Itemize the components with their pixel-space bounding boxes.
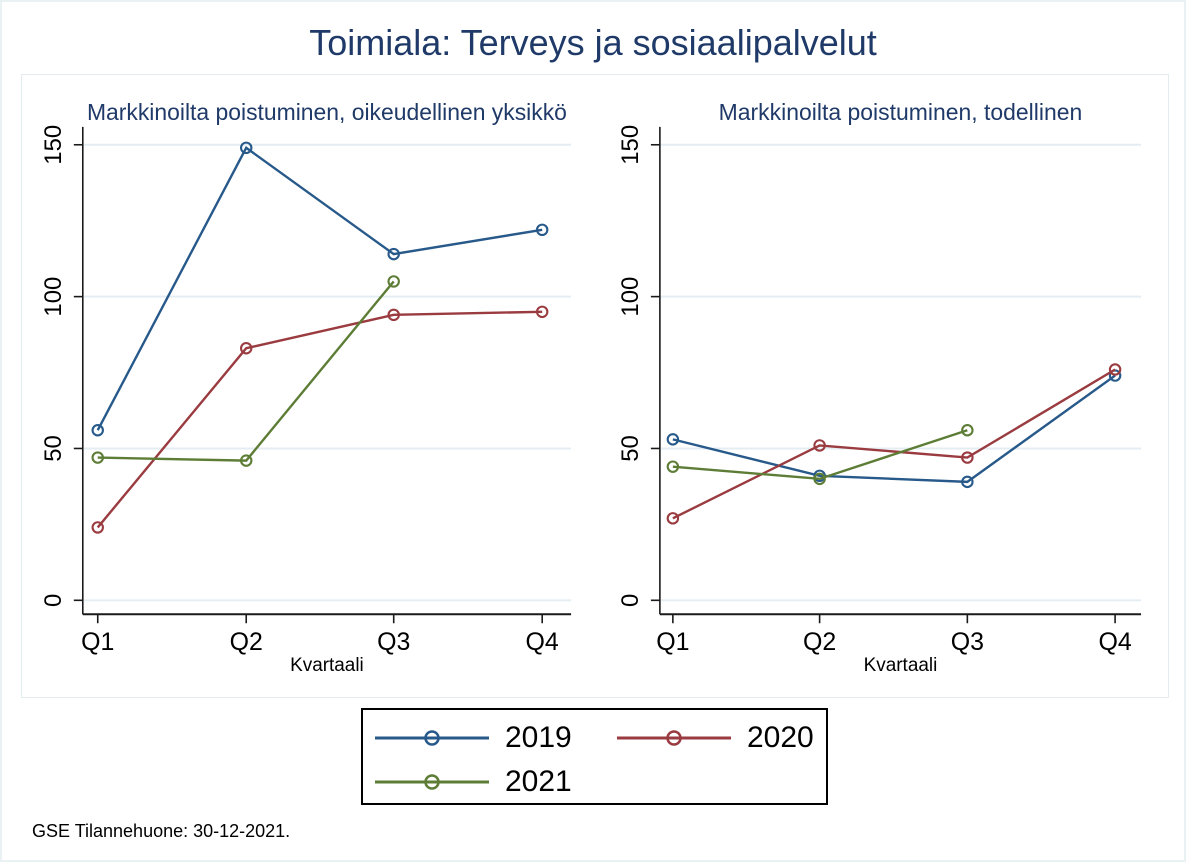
series-line-2021 xyxy=(672,429,968,481)
data-point-2021-Q1 xyxy=(666,460,680,473)
y-tick-label-0: 0 xyxy=(40,594,67,607)
legend-label: 2020 xyxy=(747,721,814,754)
legend-line-marker-sample xyxy=(375,774,489,790)
data-point-2020-Q1 xyxy=(666,512,680,525)
data-point-2020-Q2 xyxy=(813,439,826,452)
panel-title: Markkinoilta poistuminen, todellinen xyxy=(719,99,1083,125)
data-point-2020-Q4 xyxy=(1108,363,1122,376)
data-point-2020-Q2 xyxy=(239,342,253,355)
data-point-2019-Q2 xyxy=(239,141,253,155)
data-point-2021-Q2 xyxy=(239,454,253,467)
data-point-2021-Q1 xyxy=(91,451,104,464)
data-point-2019-Q1 xyxy=(666,433,680,446)
panel-left: 0 50 100 150 Q1 Q2 Q3 Q4 Kvartaali Markkinoilta p… xyxy=(21,74,597,698)
legend-item: 2019 xyxy=(375,723,617,753)
series-line-2020 xyxy=(96,310,543,529)
legend-box: 2019 2020 2021 xyxy=(361,708,828,805)
x-tick-label-Q3: Q3 xyxy=(377,628,410,656)
figure-title: Toimiala: Terveys ja sosiaalipalvelut xyxy=(309,22,877,63)
source-note: GSE Tilannehuone: 30-12-2021. xyxy=(32,821,291,841)
legend-item: 2020 xyxy=(617,723,826,753)
panel-right: 0 50 100 150 Q1 Q2 Q3 Q4 Kvartaali Markkinoilta p… xyxy=(596,74,1169,698)
data-point-2021-Q3 xyxy=(961,424,974,437)
data-point-2019-Q1 xyxy=(91,424,104,437)
legend-label: 2019 xyxy=(505,721,572,754)
y-tick-label-0: 0 xyxy=(617,594,644,607)
x-axis-title: Kvartaali xyxy=(290,655,364,676)
data-point-2019-Q3 xyxy=(387,247,400,261)
y-tick-label-100: 100 xyxy=(40,277,67,317)
y-tick-label-50: 50 xyxy=(40,435,67,462)
legend-line-marker-sample xyxy=(617,730,731,746)
data-point-2020-Q1 xyxy=(91,521,104,534)
x-axis-title: Kvartaali xyxy=(864,655,938,676)
x-tick-label-Q4: Q4 xyxy=(526,628,559,656)
series-line-2019 xyxy=(672,374,1116,484)
data-point-2019-Q4 xyxy=(535,223,549,237)
legend-line-marker-sample xyxy=(375,730,489,746)
data-point-2020-Q3 xyxy=(961,451,974,464)
data-point-2021-Q2 xyxy=(813,472,826,486)
y-tick-label-100: 100 xyxy=(617,277,644,317)
series-line-2021 xyxy=(97,280,395,462)
chart-right: 0 50 100 150 Q1 Q2 Q3 Q4 Kvartaali Markkinoilta p… xyxy=(617,99,1142,676)
data-point-2020-Q4 xyxy=(535,305,549,319)
data-point-2019-Q3 xyxy=(961,475,974,489)
data-point-2021-Q3 xyxy=(387,275,400,288)
x-tick-label-Q2: Q2 xyxy=(803,628,836,656)
x-tick-label-Q3: Q3 xyxy=(951,628,984,656)
data-point-2020-Q3 xyxy=(387,308,400,322)
legend-sample-marker-2020 xyxy=(666,730,682,746)
y-tick-label-150: 150 xyxy=(40,125,67,165)
x-tick-label-Q2: Q2 xyxy=(230,628,263,656)
legend-item: 2021 xyxy=(375,767,617,797)
legend-label: 2021 xyxy=(505,765,572,798)
x-tick-label-Q4: Q4 xyxy=(1098,628,1131,656)
panel-title: Markkinoilta poistuminen, oikeudellinen … xyxy=(87,99,567,125)
x-tick-label-Q1: Q1 xyxy=(81,628,114,656)
x-tick-label-Q1: Q1 xyxy=(656,628,689,656)
legend-sample-marker-2019 xyxy=(424,730,440,746)
y-tick-label-150: 150 xyxy=(617,125,644,165)
series-line-2020 xyxy=(672,368,1116,520)
series-line-2019 xyxy=(96,146,543,431)
chart-left: 0 50 100 150 Q1 Q2 Q3 Q4 Kvartaali Markkinoilta p… xyxy=(40,99,572,676)
legend-sample-marker-2021 xyxy=(424,774,440,790)
y-tick-label-50: 50 xyxy=(617,435,644,462)
